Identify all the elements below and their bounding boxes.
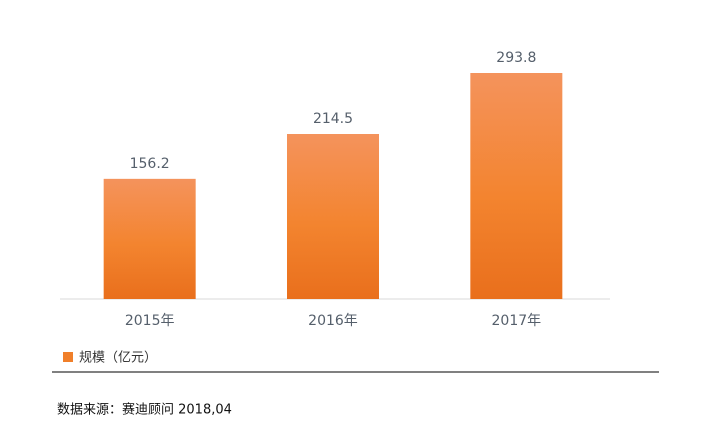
value-label: 214.5 [313, 111, 353, 127]
x-tick-label: 2016年 [308, 313, 358, 329]
legend-label: 规模（亿元） [79, 351, 157, 366]
x-tick-label: 2017年 [492, 313, 542, 329]
bar [287, 134, 379, 299]
value-label: 156.2 [130, 156, 170, 172]
legend-swatch [63, 352, 73, 362]
bar [470, 73, 563, 299]
source-note: 数据来源：赛迪顾问 2018,04 [57, 402, 232, 418]
value-label: 293.8 [496, 50, 536, 66]
bar [103, 178, 196, 299]
x-tick-label: 2015年 [125, 313, 175, 329]
